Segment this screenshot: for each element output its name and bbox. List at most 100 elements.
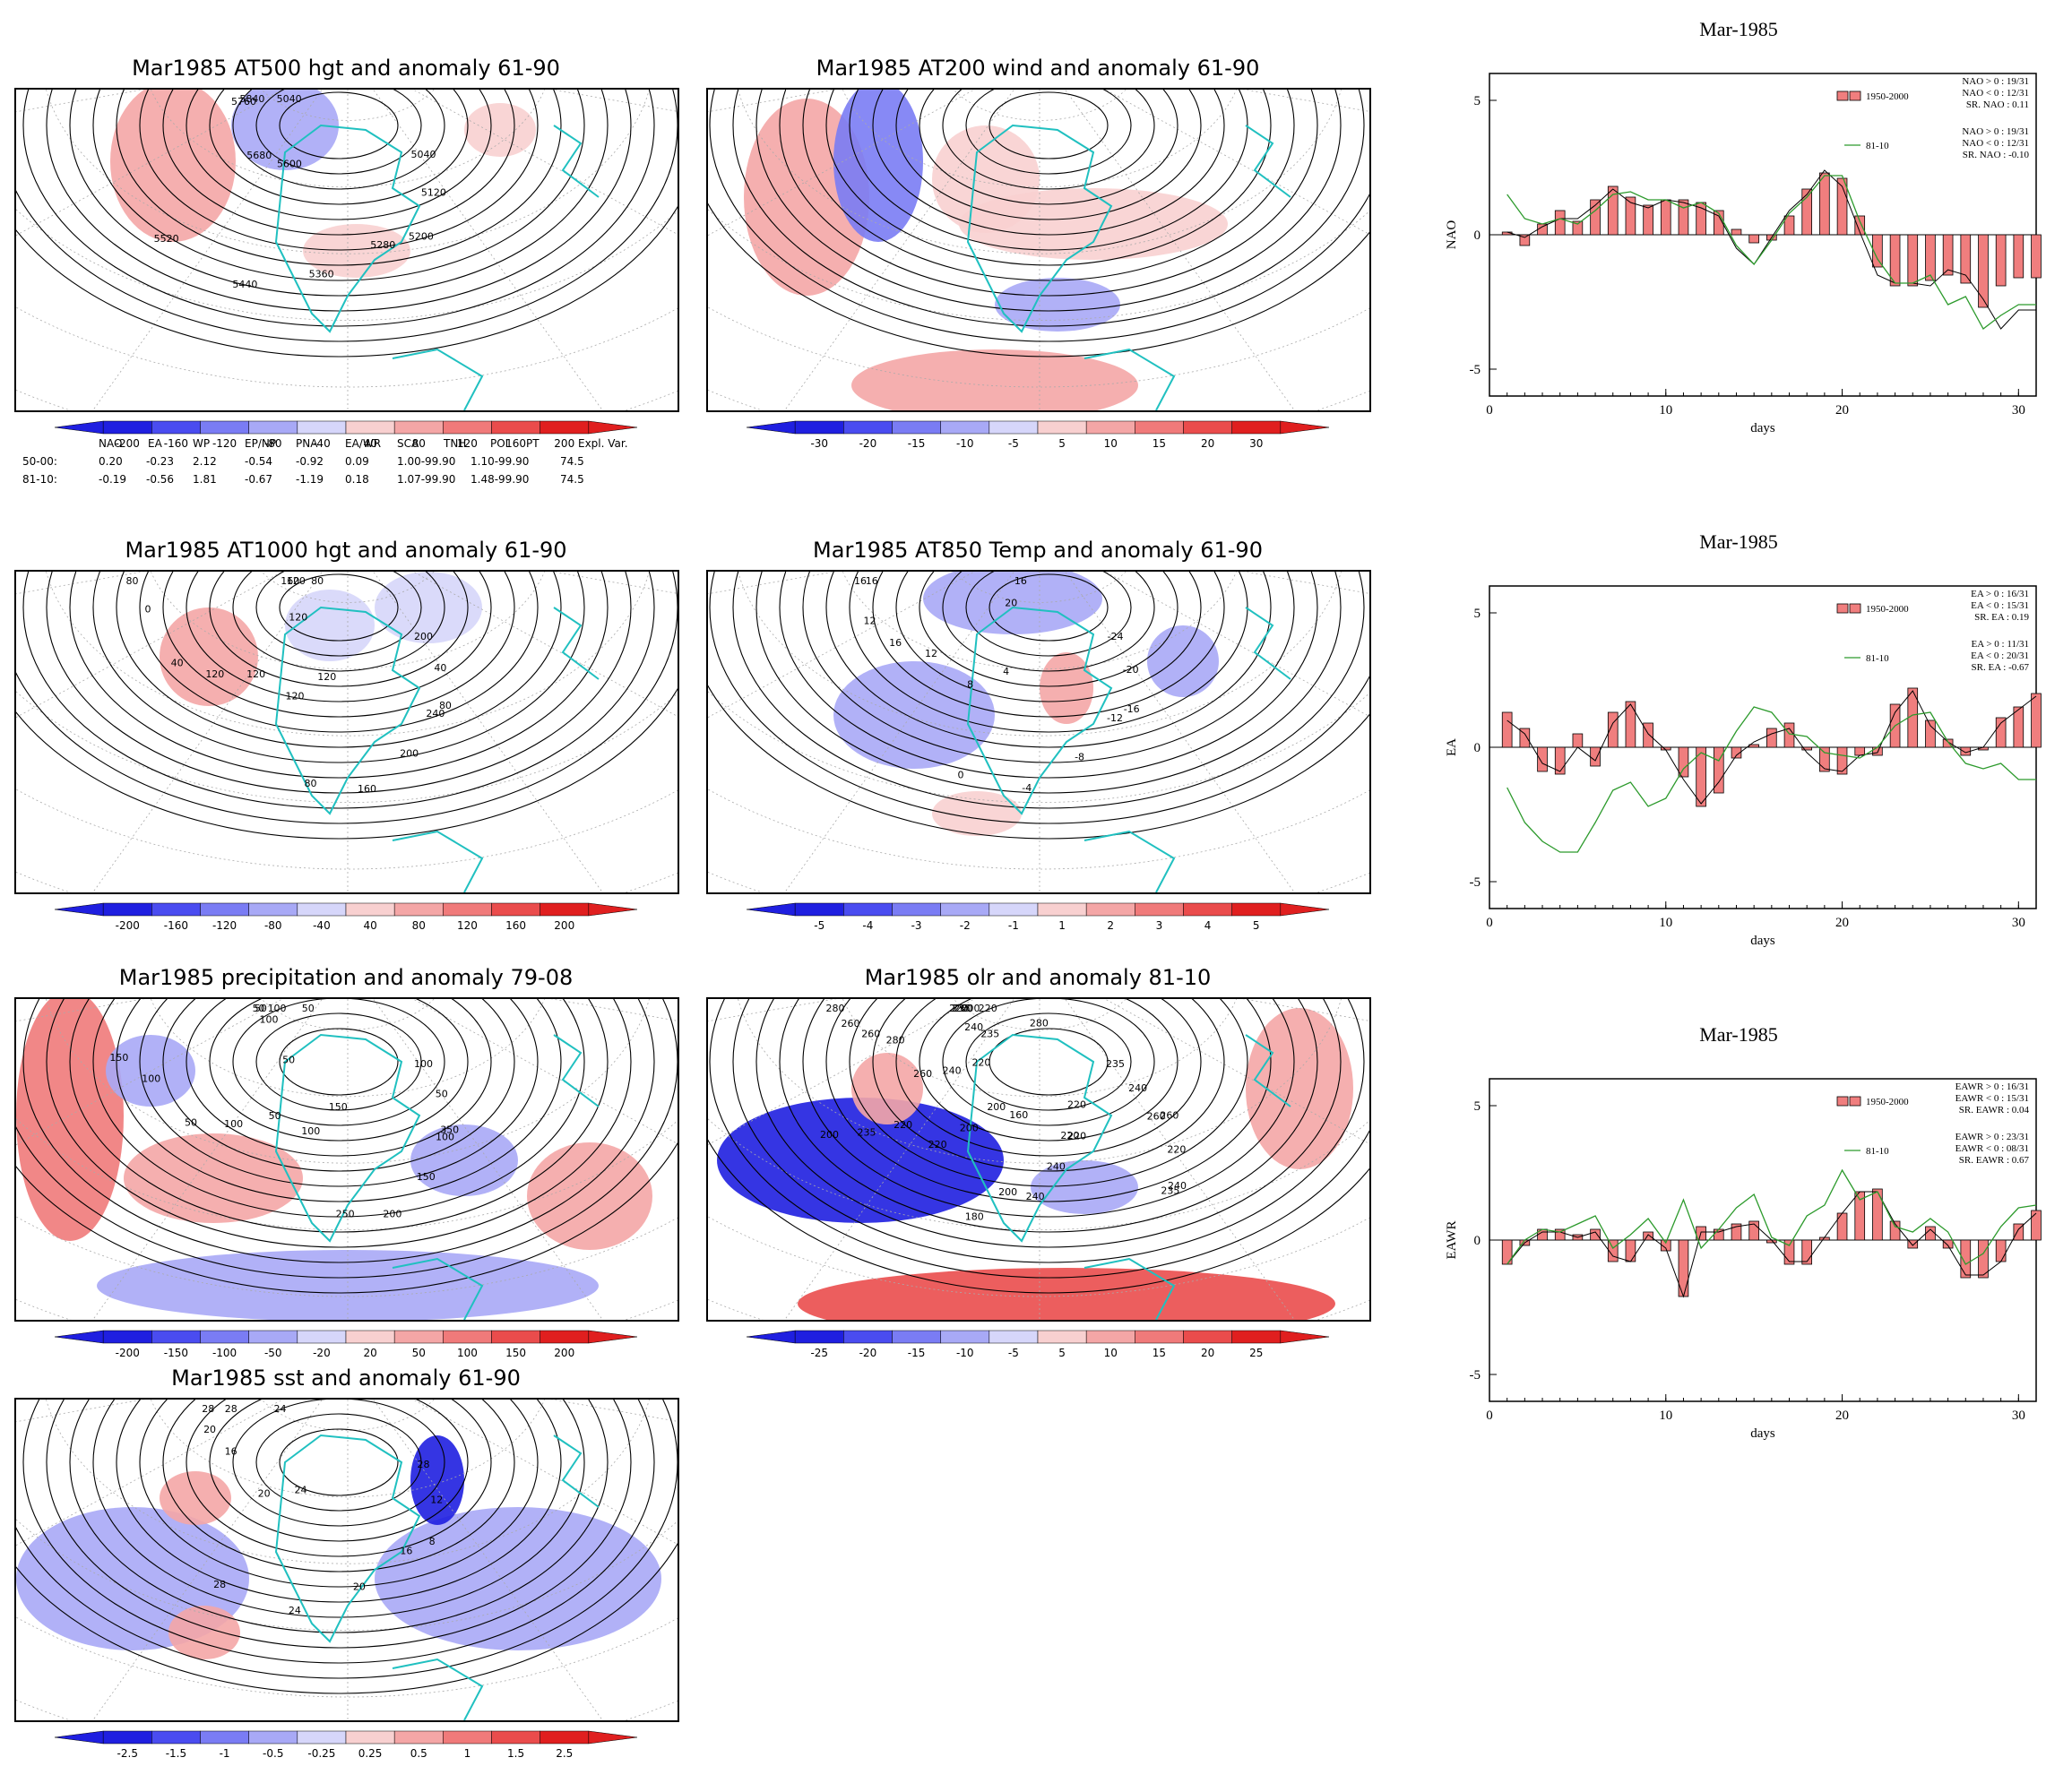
latitude-circle [16, 209, 678, 321]
contour-label: 100 [414, 1058, 433, 1070]
contour-label: 100 [260, 1014, 279, 1026]
bar [1554, 1228, 1566, 1241]
colorbar-tick-label: -5 [1007, 437, 1019, 450]
map-panel-precip: Mar1985 precipitation and anomaly 79-08 … [14, 963, 679, 1384]
anomaly-shading [106, 1035, 195, 1107]
meridian-line [1242, 90, 1369, 112]
colorbar-tick-label: -15 [907, 1347, 926, 1359]
bar [1872, 746, 1883, 756]
index-value-cell: -0.56 [146, 473, 175, 486]
contour-line [755, 572, 1342, 794]
contour-label: 260 [1160, 1109, 1178, 1121]
contour-line [779, 90, 1318, 297]
colorbar-tick-label: 1.5 [507, 1747, 525, 1760]
y-tick-label: 0 [1474, 1234, 1481, 1248]
x-tick-label: 10 [1659, 1409, 1672, 1423]
colorbar-tick-label: 1 [1058, 919, 1066, 932]
index-value-cell: 74.5 [560, 473, 584, 486]
contour-label: 200 [998, 1186, 1017, 1198]
contour-line [116, 572, 562, 748]
x-tick-label: 20 [1835, 916, 1849, 930]
contour-line [708, 202, 1369, 358]
index-header-cell: Expl. Var. [578, 437, 628, 450]
index-value-cell: 1.07-99.90 [397, 473, 456, 486]
x-tick-label: 20 [1835, 1409, 1849, 1423]
contour-label: 12 [864, 616, 876, 627]
meridian-line [92, 999, 323, 1320]
anomaly-shading [717, 1098, 1004, 1223]
ea-chart: Mar-1985 0 10 20 30 5 0 -5 days EA 1950-2000 EA > … [1425, 530, 2052, 1032]
contour-line [942, 572, 1155, 672]
contour-line [209, 90, 469, 205]
bar [1925, 719, 1936, 748]
meridian-line [373, 1400, 603, 1720]
colorbar-tick-label: -40 [313, 919, 331, 932]
contour-line [779, 572, 1318, 779]
contour-label: 120 [287, 575, 306, 587]
index-header-cell: PT [526, 437, 540, 450]
map-title: Mar1985 olr and anomaly 81-10 [864, 965, 1212, 990]
contour-label: 0 [957, 770, 963, 781]
index-value-cell: 1.81 [193, 473, 217, 486]
colorbar-tick-label: 5 [1058, 1347, 1066, 1359]
anomaly-shading [231, 90, 339, 170]
colorbar-tick-label: -120 [212, 437, 237, 450]
coastline [392, 1257, 484, 1320]
contour-label: 200 [414, 631, 433, 642]
contour-line [16, 999, 678, 1279]
colorbar-tick-label: -5 [1007, 1347, 1019, 1359]
contour-line [732, 90, 1365, 327]
contour-line [232, 572, 445, 672]
bar [1731, 746, 1742, 759]
map-title: Mar1985 AT850 Temp and anomaly 61-90 [813, 538, 1263, 563]
colorbar-tick-label: 5 [1058, 437, 1066, 450]
bar [1995, 717, 2007, 748]
legend-stat: SR. EA : -0.67 [1972, 662, 2030, 673]
contour-label: 200 [400, 747, 419, 759]
bar [1554, 746, 1566, 775]
colorbar-strip [54, 420, 638, 435]
map-title: Mar1985 precipitation and anomaly 79-08 [118, 965, 574, 990]
contour-line [942, 90, 1155, 190]
bar [1872, 234, 1883, 268]
contour-line [755, 999, 1342, 1248]
legend-bar-swatch [1849, 603, 1861, 614]
meridian-line [373, 90, 603, 410]
chart-canvas: 0 10 20 30 5 0 -5 days EAWR 1950-2000 EAWR > 0 : 1… [1445, 1078, 2042, 1441]
colorbar-strip [746, 1330, 1330, 1344]
map-panel-sst: Mar1985 sst and anomaly 61-90 28 12 8 16 20 2… [14, 1364, 679, 1785]
contour-label: 280 [1030, 1018, 1049, 1030]
contour-line [255, 1413, 422, 1512]
contour-label: 40 [434, 662, 446, 674]
colorbar: -30 -20 -15 -10 -5 5 10 15 20 30 [746, 419, 1330, 455]
map-canvas: 28 12 8 16 20 24 28 24 20 16 20 28 28 24 [16, 1400, 678, 1720]
bar [1590, 1228, 1601, 1241]
contour-label: 100 [436, 1131, 454, 1142]
bar [1942, 738, 1954, 748]
contour-label: 220 [1167, 1144, 1186, 1156]
anomaly-shading [285, 590, 375, 661]
colorbar: -200 -160 -120 -80 -40 40 80 120 160 200 [54, 419, 638, 455]
map-panel-olr: Mar1985 olr and anomaly 81-10 235 240 260 2… [706, 963, 1371, 1384]
contour-line [895, 572, 1202, 702]
contour-label: 240 [1128, 1082, 1147, 1094]
bar [1519, 728, 1531, 748]
bar [1836, 746, 1848, 775]
contour-label: 5520 [154, 233, 179, 245]
bar [1960, 1239, 1972, 1279]
index-header-cell: WP [193, 437, 211, 450]
contour-label: 240 [1047, 1161, 1066, 1173]
contour-line [186, 572, 492, 702]
contour-label: 80 [305, 778, 317, 789]
bar [1607, 711, 1619, 748]
bar [1766, 728, 1777, 748]
coastline [1083, 1257, 1176, 1320]
colorbar-tick-label: 3 [1155, 919, 1163, 932]
contour-label: 5120 [421, 187, 446, 199]
colorbar-tick-label: 20 [1200, 437, 1215, 450]
colorbar-tick-label: 1 [463, 1747, 471, 1760]
contour-line [209, 999, 469, 1142]
contour-line [709, 999, 1369, 1279]
chart-canvas: 0 10 20 30 5 0 -5 days EA 1950-2000 EA > 0 : 16/31… [1445, 585, 2042, 948]
y-axis-label: EA [1445, 738, 1459, 756]
